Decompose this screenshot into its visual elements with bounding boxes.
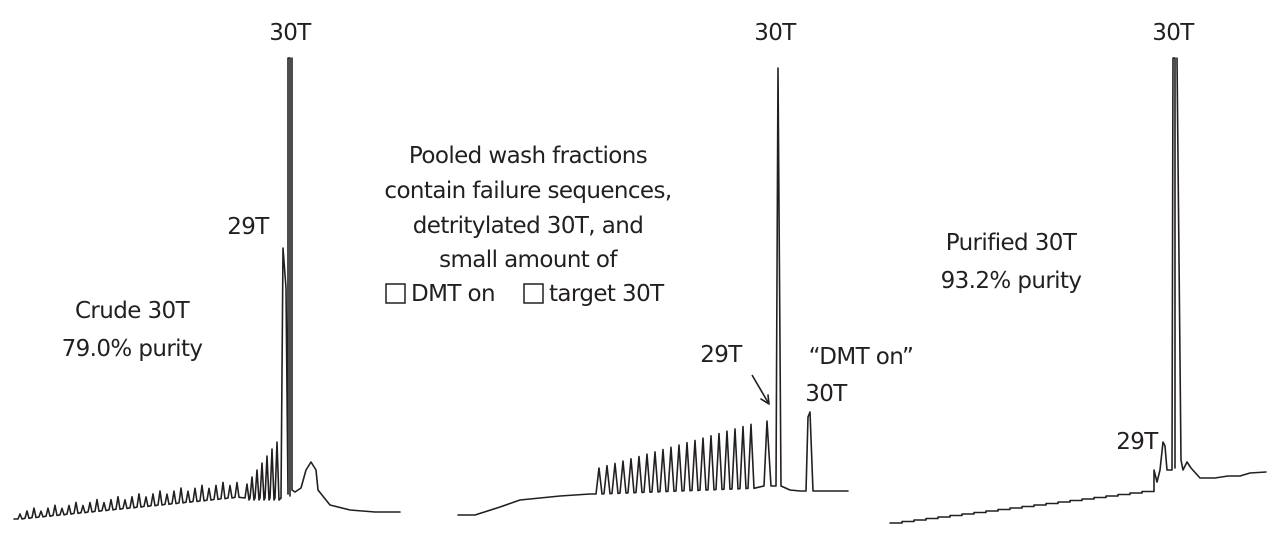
panel-description-line-6: target 30T bbox=[549, 281, 665, 307]
peak-label-29t: 29T bbox=[700, 342, 743, 368]
peak-label-29t: 29T bbox=[227, 214, 270, 240]
peak-label-30t: 30T bbox=[754, 20, 797, 46]
panel-pooled-wash: 30T 29T “DMT on” 30T Pooled wash fractio… bbox=[384, 20, 914, 516]
peak-label-30t: 30T bbox=[1152, 20, 1195, 46]
arrow-to-29t-peak bbox=[751, 374, 770, 405]
peak-label-29t: 29T bbox=[1116, 429, 1159, 455]
panel-description-line-5: DMT on bbox=[411, 281, 495, 307]
dmt-on-label-line-1: “DMT on” bbox=[809, 344, 914, 370]
panel-purified: 30T 29T Purified 30T 93.2% purity bbox=[889, 20, 1267, 524]
panel-description-line-4: small amount of bbox=[439, 247, 618, 273]
panel-description-line-1: Purified 30T bbox=[946, 230, 1078, 256]
chromatogram-trace-crude bbox=[13, 57, 401, 520]
dmt-on-label-line-2: 30T bbox=[805, 381, 848, 407]
panel-description-line-2: 79.0% purity bbox=[62, 336, 203, 362]
panel-description-line-3: detritylated 30T, and bbox=[413, 213, 643, 239]
chromatogram-trace-wash bbox=[457, 67, 849, 516]
panel-description-line-2: 93.2% purity bbox=[941, 268, 1082, 294]
panel-crude: 30T 29T Crude 30T 79.0% purity bbox=[13, 20, 401, 520]
chromatogram-trace-purified bbox=[889, 57, 1267, 524]
panel-description-line-1: Crude 30T bbox=[75, 298, 191, 324]
panel-description-line-2: contain failure sequences, bbox=[384, 178, 671, 204]
peak-label-30t: 30T bbox=[269, 20, 312, 46]
panel-description-line-1: Pooled wash fractions bbox=[409, 143, 647, 169]
checkbox-glyph-1 bbox=[385, 283, 406, 304]
checkbox-glyph-2 bbox=[523, 283, 544, 304]
